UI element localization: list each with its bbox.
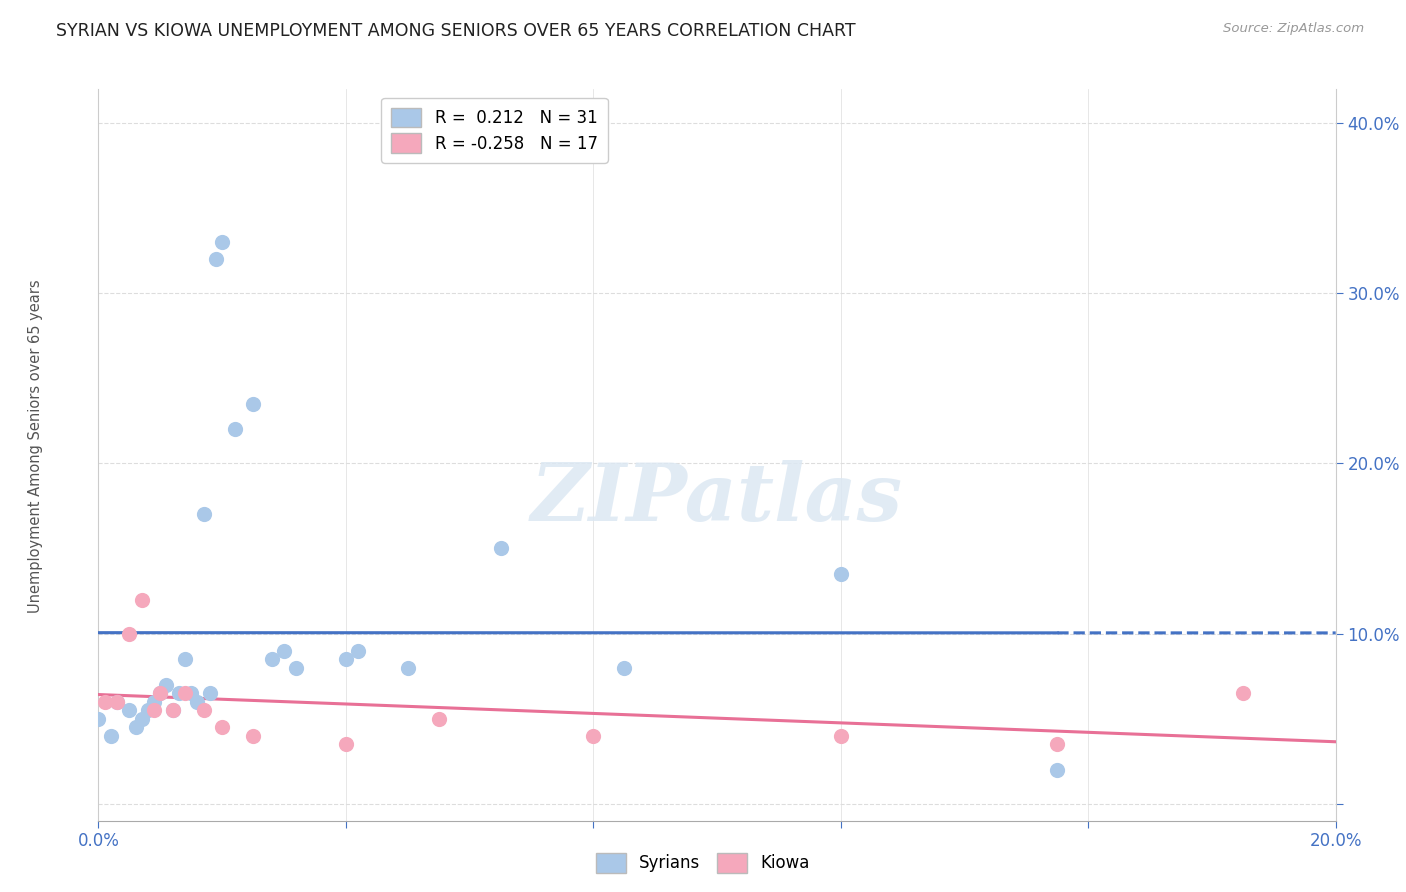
Point: [582, 729, 605, 743]
Point: [193, 508, 215, 522]
Point: [105, 695, 128, 709]
Point: [143, 695, 166, 709]
Point: [87, 712, 110, 726]
Point: [1046, 737, 1069, 751]
Point: [93, 695, 115, 709]
Point: [143, 703, 166, 717]
Point: [162, 703, 184, 717]
Point: [174, 652, 197, 666]
Point: [180, 686, 202, 700]
Point: [100, 729, 122, 743]
Point: [105, 695, 128, 709]
Point: [242, 397, 264, 411]
Point: [285, 660, 308, 674]
Legend: Syrians, Kiowa: Syrians, Kiowa: [589, 847, 817, 880]
Point: [118, 703, 141, 717]
Point: [1046, 763, 1069, 777]
Point: [347, 643, 370, 657]
Point: [174, 686, 197, 700]
Text: SYRIAN VS KIOWA UNEMPLOYMENT AMONG SENIORS OVER 65 YEARS CORRELATION CHART: SYRIAN VS KIOWA UNEMPLOYMENT AMONG SENIO…: [56, 22, 856, 40]
Point: [136, 703, 159, 717]
Point: [489, 541, 512, 556]
Point: [198, 686, 221, 700]
Text: Unemployment Among Seniors over 65 years: Unemployment Among Seniors over 65 years: [28, 279, 42, 613]
Point: [131, 712, 153, 726]
Point: [124, 720, 146, 734]
Point: [260, 652, 283, 666]
Point: [830, 729, 852, 743]
Point: [335, 652, 357, 666]
Point: [211, 235, 233, 250]
Text: ZIPatlas: ZIPatlas: [531, 460, 903, 538]
Point: [162, 703, 184, 717]
Point: [242, 729, 264, 743]
Point: [131, 592, 153, 607]
Point: [186, 695, 208, 709]
Point: [335, 737, 357, 751]
Point: [155, 677, 177, 691]
Point: [118, 626, 141, 640]
Point: [149, 686, 172, 700]
Point: [149, 686, 172, 700]
Point: [830, 566, 852, 581]
Point: [273, 643, 295, 657]
Point: [211, 720, 233, 734]
Point: [205, 252, 228, 267]
Text: Source: ZipAtlas.com: Source: ZipAtlas.com: [1223, 22, 1364, 36]
Point: [396, 660, 419, 674]
Point: [1232, 686, 1254, 700]
Point: [167, 686, 190, 700]
Point: [613, 660, 636, 674]
Point: [427, 712, 450, 726]
Point: [193, 703, 215, 717]
Point: [224, 422, 246, 436]
Legend: R =  0.212   N = 31, R = -0.258   N = 17: R = 0.212 N = 31, R = -0.258 N = 17: [381, 97, 607, 162]
